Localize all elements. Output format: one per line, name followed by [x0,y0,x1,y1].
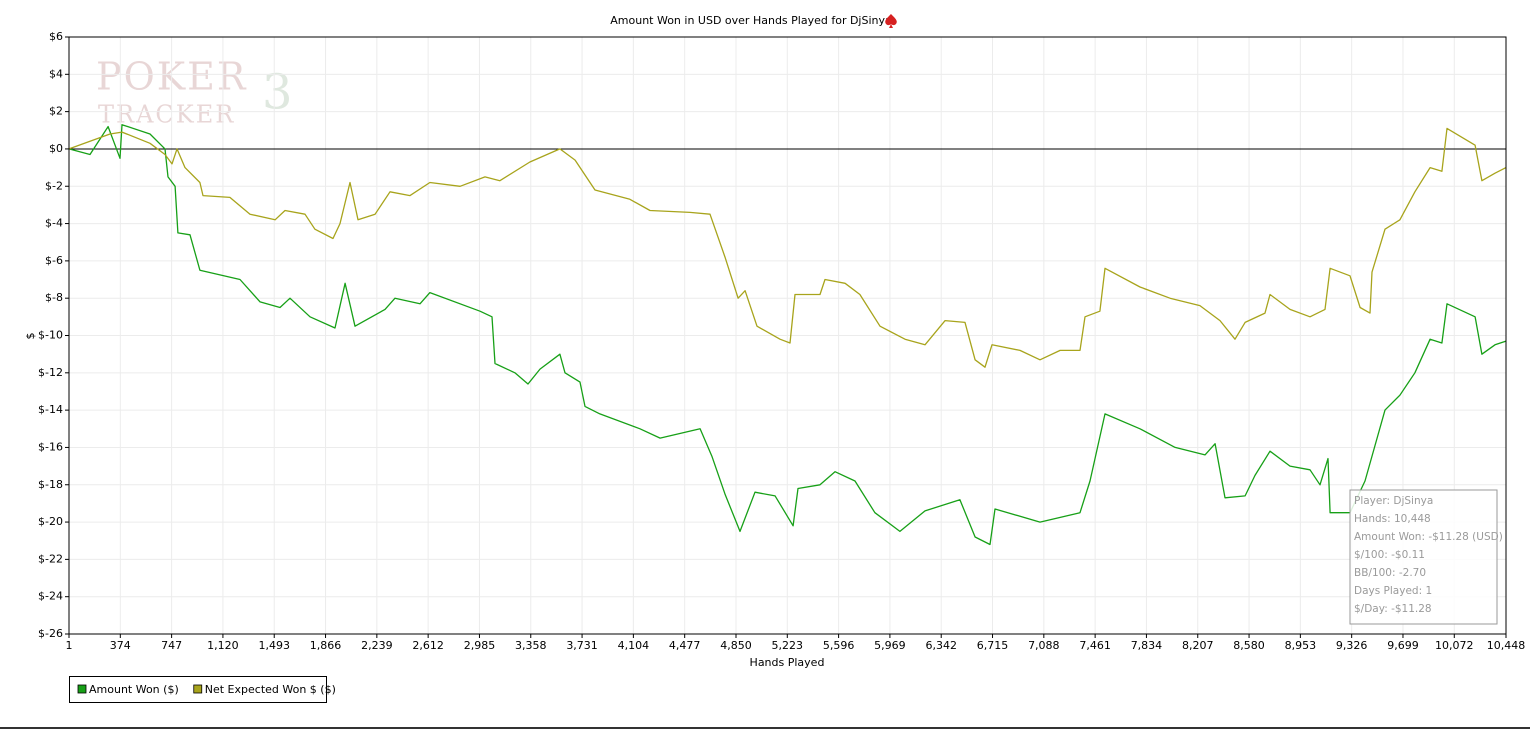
x-tick-label: 2,239 [361,639,393,652]
tooltip-line: Amount Won: -$11.28 (USD) [1354,531,1503,543]
x-tick-label: 7,834 [1131,639,1163,652]
x-tick-label: 1,866 [310,639,342,652]
chart-title: Amount Won in USD over Hands Played for … [610,14,892,27]
x-tick-label: 8,580 [1233,639,1265,652]
x-tick-label: 1,120 [207,639,239,652]
y-tick-label: $-10 [38,329,63,342]
x-tick-label: 7,461 [1079,639,1111,652]
tooltip-line: BB/100: -2.70 [1354,567,1426,579]
x-tick-label: 9,699 [1387,639,1419,652]
x-tick-label: 374 [110,639,131,652]
watermark: TRACKER [98,101,235,129]
x-tick-label: 5,969 [874,639,906,652]
x-tick-label: 1,493 [258,639,290,652]
x-tick-label: 4,850 [720,639,752,652]
x-tick-label: 9,326 [1336,639,1368,652]
x-tick-label: 6,342 [925,639,957,652]
y-tick-label: $4 [49,67,63,80]
x-tick-label: 4,104 [618,639,650,652]
x-tick-label: 747 [161,639,182,652]
x-tick-label: 8,207 [1182,639,1214,652]
y-tick-label: $0 [49,142,63,155]
y-tick-label: $-16 [38,440,63,453]
legend-swatch [193,684,203,694]
series-line [68,127,1507,368]
y-tick-label: $-14 [38,403,63,416]
x-tick-label: 4,477 [669,639,701,652]
y-tick-label: $2 [49,105,63,118]
spade-icon [885,14,897,28]
y-tick-label: $-24 [38,590,63,603]
series-line [68,124,1507,546]
x-tick-label: 8,953 [1285,639,1317,652]
tooltip-line: Days Played: 1 [1354,585,1432,597]
y-axis-label: $ [24,333,37,340]
y-tick-label: $-4 [45,217,63,230]
x-tick-label: 10,448 [1487,639,1526,652]
x-tick-label: 10,072 [1435,639,1474,652]
plot-frame [68,36,1507,635]
legend-label: Amount Won ($) [89,683,179,696]
y-tick-label: $-22 [38,552,63,565]
y-tick-label: $-2 [45,179,63,192]
y-tick-label: $-8 [45,291,63,304]
y-tick-label: $-18 [38,478,63,491]
x-tick-label: 2,985 [464,639,496,652]
x-tick-label: 5,596 [823,639,855,652]
y-tick-label: $6 [49,30,63,43]
x-tick-label: 3,358 [515,639,547,652]
y-tick-label: $-6 [45,254,63,267]
tooltip-line: Player: DjSinya [1354,495,1433,507]
y-tick-label: $-12 [38,366,63,379]
x-tick-label: 5,223 [772,639,804,652]
x-tick-label: 2,612 [412,639,444,652]
tooltip-line: $/100: -$0.11 [1354,549,1425,561]
watermark: POKER [96,55,247,99]
tooltip-line: Hands: 10,448 [1354,513,1431,525]
x-axis-label: Hands Played [750,656,825,669]
x-tick-label: 7,088 [1028,639,1060,652]
legend: Amount Won ($) Net Expected Won $ ($) [77,683,336,696]
tooltip-box [1349,489,1498,625]
y-tick-label: $-26 [38,627,63,640]
y-tick-label: $-20 [38,515,63,528]
tooltip: Player: DjSinya Hands: 10,448 Amount Won: … [1354,495,1503,615]
x-tick-label: 1 [66,639,73,652]
x-tick-label: 3,731 [566,639,598,652]
legend-label: Net Expected Won $ ($) [205,683,336,696]
legend-swatch [77,684,87,694]
tooltip-line: $/Day: -$11.28 [1354,603,1432,615]
x-tick-label: 6,715 [977,639,1009,652]
